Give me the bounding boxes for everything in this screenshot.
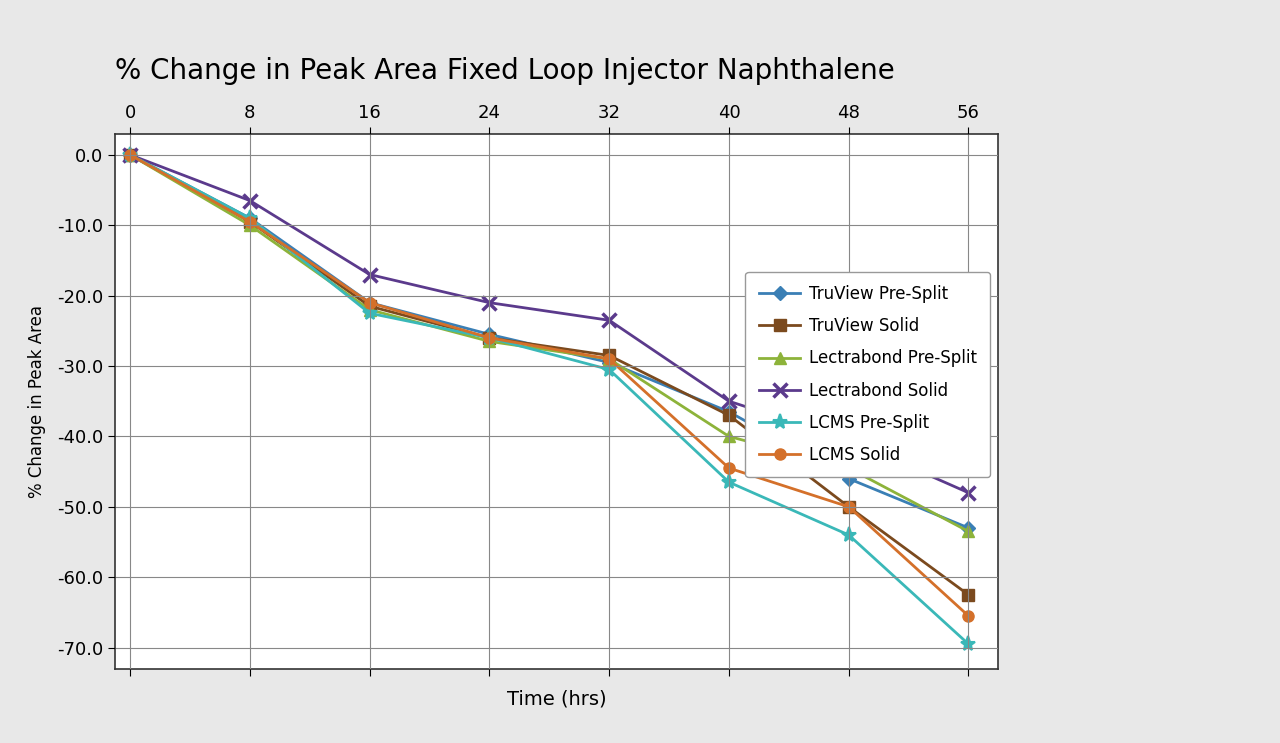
TruView Solid: [961, 591, 977, 600]
Line: TruView Pre-Split: TruView Pre-Split: [125, 150, 973, 533]
TruView Pre-Split: [242, 214, 257, 223]
LCMS Pre-Split: [481, 334, 497, 343]
Legend: TruView Pre-Split, TruView Solid, Lectrabond Pre-Split, Lectrabond Solid, LCMS P: TruView Pre-Split, TruView Solid, Lectra…: [745, 272, 989, 477]
Line: Lectrabond Pre-Split: Lectrabond Pre-Split: [124, 149, 974, 537]
LCMS Solid: [123, 150, 138, 159]
TruView Solid: [602, 351, 617, 360]
TruView Pre-Split: [123, 150, 138, 159]
LCMS Solid: [721, 464, 736, 473]
TruView Solid: [841, 502, 856, 511]
Lectrabond Solid: [602, 316, 617, 325]
LCMS Solid: [481, 334, 497, 343]
LCMS Solid: [961, 611, 977, 620]
Lectrabond Pre-Split: [481, 337, 497, 345]
TruView Solid: [721, 411, 736, 420]
Lectrabond Solid: [242, 196, 257, 205]
Lectrabond Pre-Split: [123, 150, 138, 159]
Lectrabond Solid: [123, 150, 138, 159]
Line: Lectrabond Solid: Lectrabond Solid: [123, 148, 975, 500]
TruView Solid: [481, 334, 497, 343]
Lectrabond Solid: [961, 488, 977, 497]
TruView Pre-Split: [961, 524, 977, 533]
TruView Pre-Split: [721, 407, 736, 416]
Lectrabond Solid: [721, 397, 736, 406]
LCMS Solid: [242, 217, 257, 226]
LCMS Pre-Split: [602, 365, 617, 374]
Line: LCMS Pre-Split: LCMS Pre-Split: [123, 147, 977, 652]
Lectrabond Solid: [362, 270, 378, 279]
Lectrabond Solid: [841, 435, 856, 444]
LCMS Solid: [841, 502, 856, 511]
Text: % Change in Peak Area Fixed Loop Injector Naphthalene: % Change in Peak Area Fixed Loop Injecto…: [115, 57, 895, 85]
LCMS Pre-Split: [123, 150, 138, 159]
Line: TruView Solid: TruView Solid: [124, 149, 974, 600]
TruView Pre-Split: [602, 358, 617, 367]
TruView Pre-Split: [841, 474, 856, 483]
Lectrabond Pre-Split: [602, 354, 617, 363]
X-axis label: Time (hrs): Time (hrs): [507, 690, 607, 709]
LCMS Pre-Split: [242, 214, 257, 223]
LCMS Solid: [602, 354, 617, 363]
LCMS Pre-Split: [362, 309, 378, 318]
Lectrabond Solid: [481, 298, 497, 307]
LCMS Solid: [362, 298, 378, 307]
Y-axis label: % Change in Peak Area: % Change in Peak Area: [28, 305, 46, 498]
LCMS Pre-Split: [841, 531, 856, 539]
TruView Pre-Split: [481, 330, 497, 339]
Lectrabond Pre-Split: [242, 221, 257, 230]
TruView Solid: [242, 217, 257, 226]
Line: LCMS Solid: LCMS Solid: [124, 149, 974, 621]
Lectrabond Pre-Split: [961, 527, 977, 536]
LCMS Pre-Split: [721, 478, 736, 487]
LCMS Pre-Split: [961, 640, 977, 649]
Lectrabond Pre-Split: [362, 305, 378, 314]
Lectrabond Pre-Split: [721, 432, 736, 441]
TruView Solid: [362, 302, 378, 311]
TruView Solid: [123, 150, 138, 159]
TruView Pre-Split: [362, 298, 378, 307]
Lectrabond Pre-Split: [841, 464, 856, 473]
